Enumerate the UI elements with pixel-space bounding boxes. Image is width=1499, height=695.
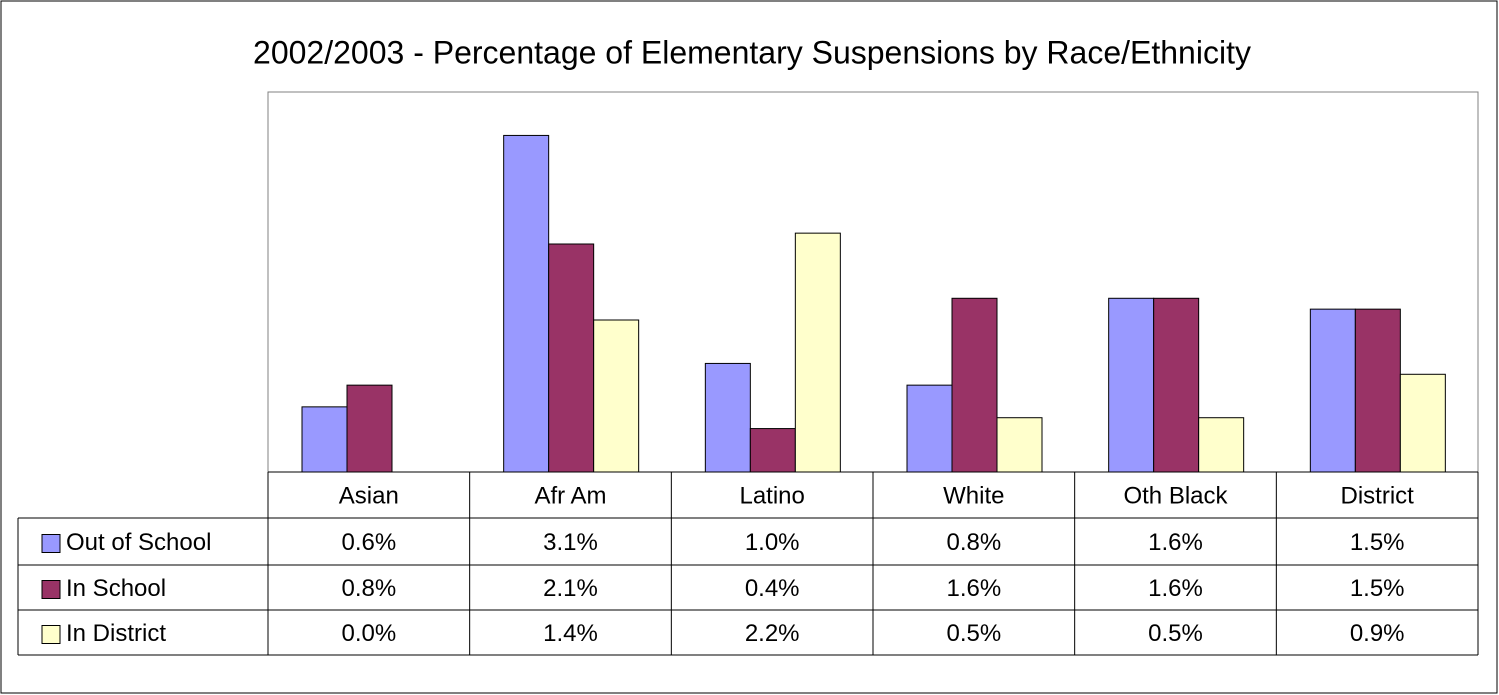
- bar: [951, 297, 998, 473]
- legend-label: In School: [66, 575, 166, 602]
- table-value: 2.1%: [543, 575, 598, 602]
- x-tick-label: White: [943, 482, 1004, 509]
- bar: [1108, 297, 1155, 473]
- table-value: 0.0%: [341, 620, 396, 647]
- bar: [1354, 308, 1401, 473]
- legend-swatch: [41, 625, 61, 644]
- table-value: 0.8%: [341, 575, 396, 602]
- table-value: 2.2%: [745, 620, 800, 647]
- table-value: 0.9%: [1350, 620, 1405, 647]
- bar: [503, 134, 550, 473]
- bar: [906, 384, 953, 473]
- bar: [301, 406, 348, 473]
- bar: [749, 428, 796, 473]
- bar: [346, 384, 393, 473]
- chart-title: 2002/2003 - Percentage of Elementary Sus…: [253, 34, 1251, 70]
- table-value: 1.4%: [543, 620, 598, 647]
- plot-area: [267, 91, 1479, 473]
- table-value: 1.6%: [1148, 575, 1203, 602]
- table-value: 1.6%: [946, 575, 1001, 602]
- x-tick-label: District: [1341, 482, 1415, 509]
- table-value: 0.5%: [1148, 620, 1203, 647]
- table-value: 1.5%: [1350, 575, 1405, 602]
- x-tick-label: Afr Am: [534, 482, 606, 509]
- legend-swatch: [41, 580, 61, 599]
- bar: [996, 417, 1043, 473]
- bar: [1399, 373, 1446, 473]
- table-value: 1.5%: [1350, 529, 1405, 556]
- table-value: 1.0%: [745, 529, 800, 556]
- legend-label: In District: [66, 620, 166, 647]
- table-value: 1.6%: [1148, 529, 1203, 556]
- bar: [1153, 297, 1200, 473]
- table-value: 0.8%: [946, 529, 1001, 556]
- x-tick-label: Latino: [739, 482, 804, 509]
- table-value: 3.1%: [543, 529, 598, 556]
- table-value: 0.6%: [341, 529, 396, 556]
- table-value: 0.5%: [946, 620, 1001, 647]
- legend-swatch: [41, 534, 61, 553]
- legend-label: Out of School: [66, 529, 211, 556]
- table-value: 0.4%: [745, 575, 800, 602]
- x-tick-label: Asian: [339, 482, 399, 509]
- bar: [794, 232, 841, 473]
- bar: [704, 362, 751, 473]
- bar: [1198, 417, 1245, 473]
- bar: [1309, 308, 1356, 473]
- bar: [548, 243, 595, 473]
- x-tick-label: Oth Black: [1123, 482, 1228, 509]
- bar: [593, 319, 640, 473]
